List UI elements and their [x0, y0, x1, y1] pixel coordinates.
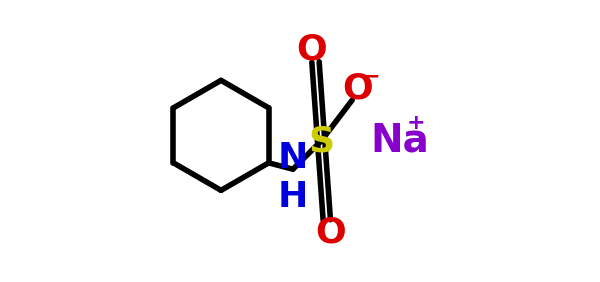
Text: −: −: [361, 66, 380, 86]
Text: Na: Na: [371, 122, 430, 160]
Text: H: H: [278, 180, 308, 214]
Text: O: O: [296, 32, 326, 66]
Text: S: S: [308, 124, 334, 158]
Text: O: O: [316, 216, 346, 250]
Text: N: N: [278, 141, 308, 175]
Text: +: +: [406, 113, 425, 133]
Text: O: O: [343, 72, 373, 106]
